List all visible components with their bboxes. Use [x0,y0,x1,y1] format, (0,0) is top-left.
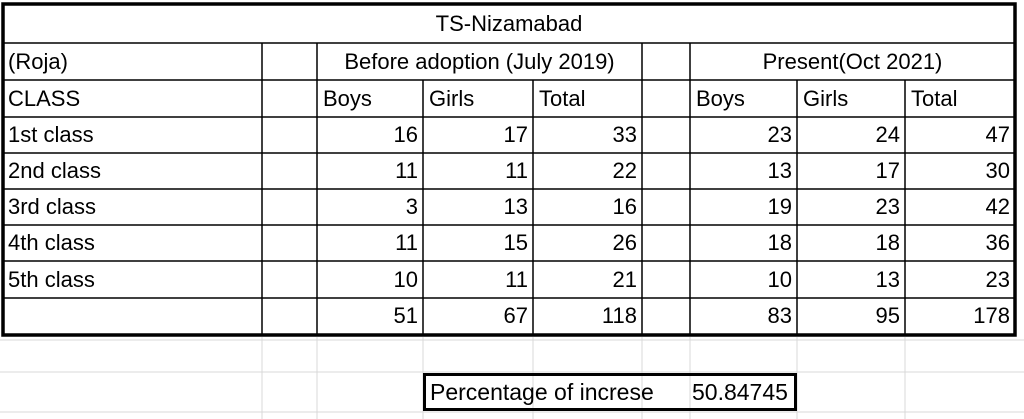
before-total-cell: 22 [612,158,637,183]
before-girls-cell: 11 [505,267,528,292]
present-boys-cell: 19 [767,194,792,219]
present-girls-cell: 17 [875,158,900,183]
percentage-label: Percentage of increse [430,379,654,405]
present-boys-total: 83 [767,303,792,328]
before-boys-cell: 10 [393,267,418,292]
class-header: CLASS [8,86,81,111]
before-boys-cell: 11 [395,230,418,255]
present-boys-cell: 18 [767,230,792,255]
row-label: 1st class [8,122,94,147]
school-label: (Roja) [8,49,68,74]
present-girls-cell: 18 [875,230,900,255]
before-girls-cell: 11 [505,158,528,183]
before-girls-total: 67 [503,303,528,328]
present-girls-total: 95 [875,303,900,328]
before-boys-cell: 11 [395,158,418,183]
table-title: TS-Nizamabad [435,11,583,36]
before-girls-cell: 15 [503,230,528,255]
before-boys-total: 51 [393,303,418,328]
before-total-header: Total [539,86,586,111]
present-header: Present(Oct 2021) [762,49,943,74]
present-total-cell: 47 [985,122,1010,147]
before-boys-cell: 16 [393,122,418,147]
present-boys-cell: 13 [767,158,792,183]
present-total-cell: 36 [985,230,1010,255]
row-label: 5th class [8,267,95,292]
present-total-cell: 42 [985,194,1010,219]
before-adoption-header: Before adoption (July 2019) [344,49,615,74]
before-total-cell: 33 [612,122,637,147]
present-grand-total: 178 [973,303,1010,328]
percentage-summary-box [423,373,797,411]
percentage-value: 50.84745 [692,379,788,405]
row-label: 3rd class [8,194,97,219]
present-girls-header: Girls [803,86,849,111]
before-boys-cell: 3 [405,194,418,219]
present-boys-cell: 10 [767,267,792,292]
present-girls-cell: 23 [875,194,900,219]
before-girls-cell: 17 [503,122,528,147]
present-girls-cell: 13 [875,267,900,292]
before-total-cell: 21 [612,267,637,292]
before-total-cell: 16 [612,194,637,219]
present-total-header: Total [911,86,958,111]
before-girls-header: Girls [429,86,475,111]
present-girls-cell: 24 [875,122,900,147]
before-girls-cell: 13 [503,194,528,219]
present-total-cell: 30 [985,158,1010,183]
present-boys-cell: 23 [767,122,792,147]
row-label: 4th class [8,230,95,255]
before-total-cell: 26 [612,230,637,255]
before-grand-total: 118 [601,303,637,328]
present-boys-header: Boys [696,86,745,111]
present-total-cell: 23 [985,267,1010,292]
before-boys-header: Boys [323,86,372,111]
row-label: 2nd class [8,158,101,183]
